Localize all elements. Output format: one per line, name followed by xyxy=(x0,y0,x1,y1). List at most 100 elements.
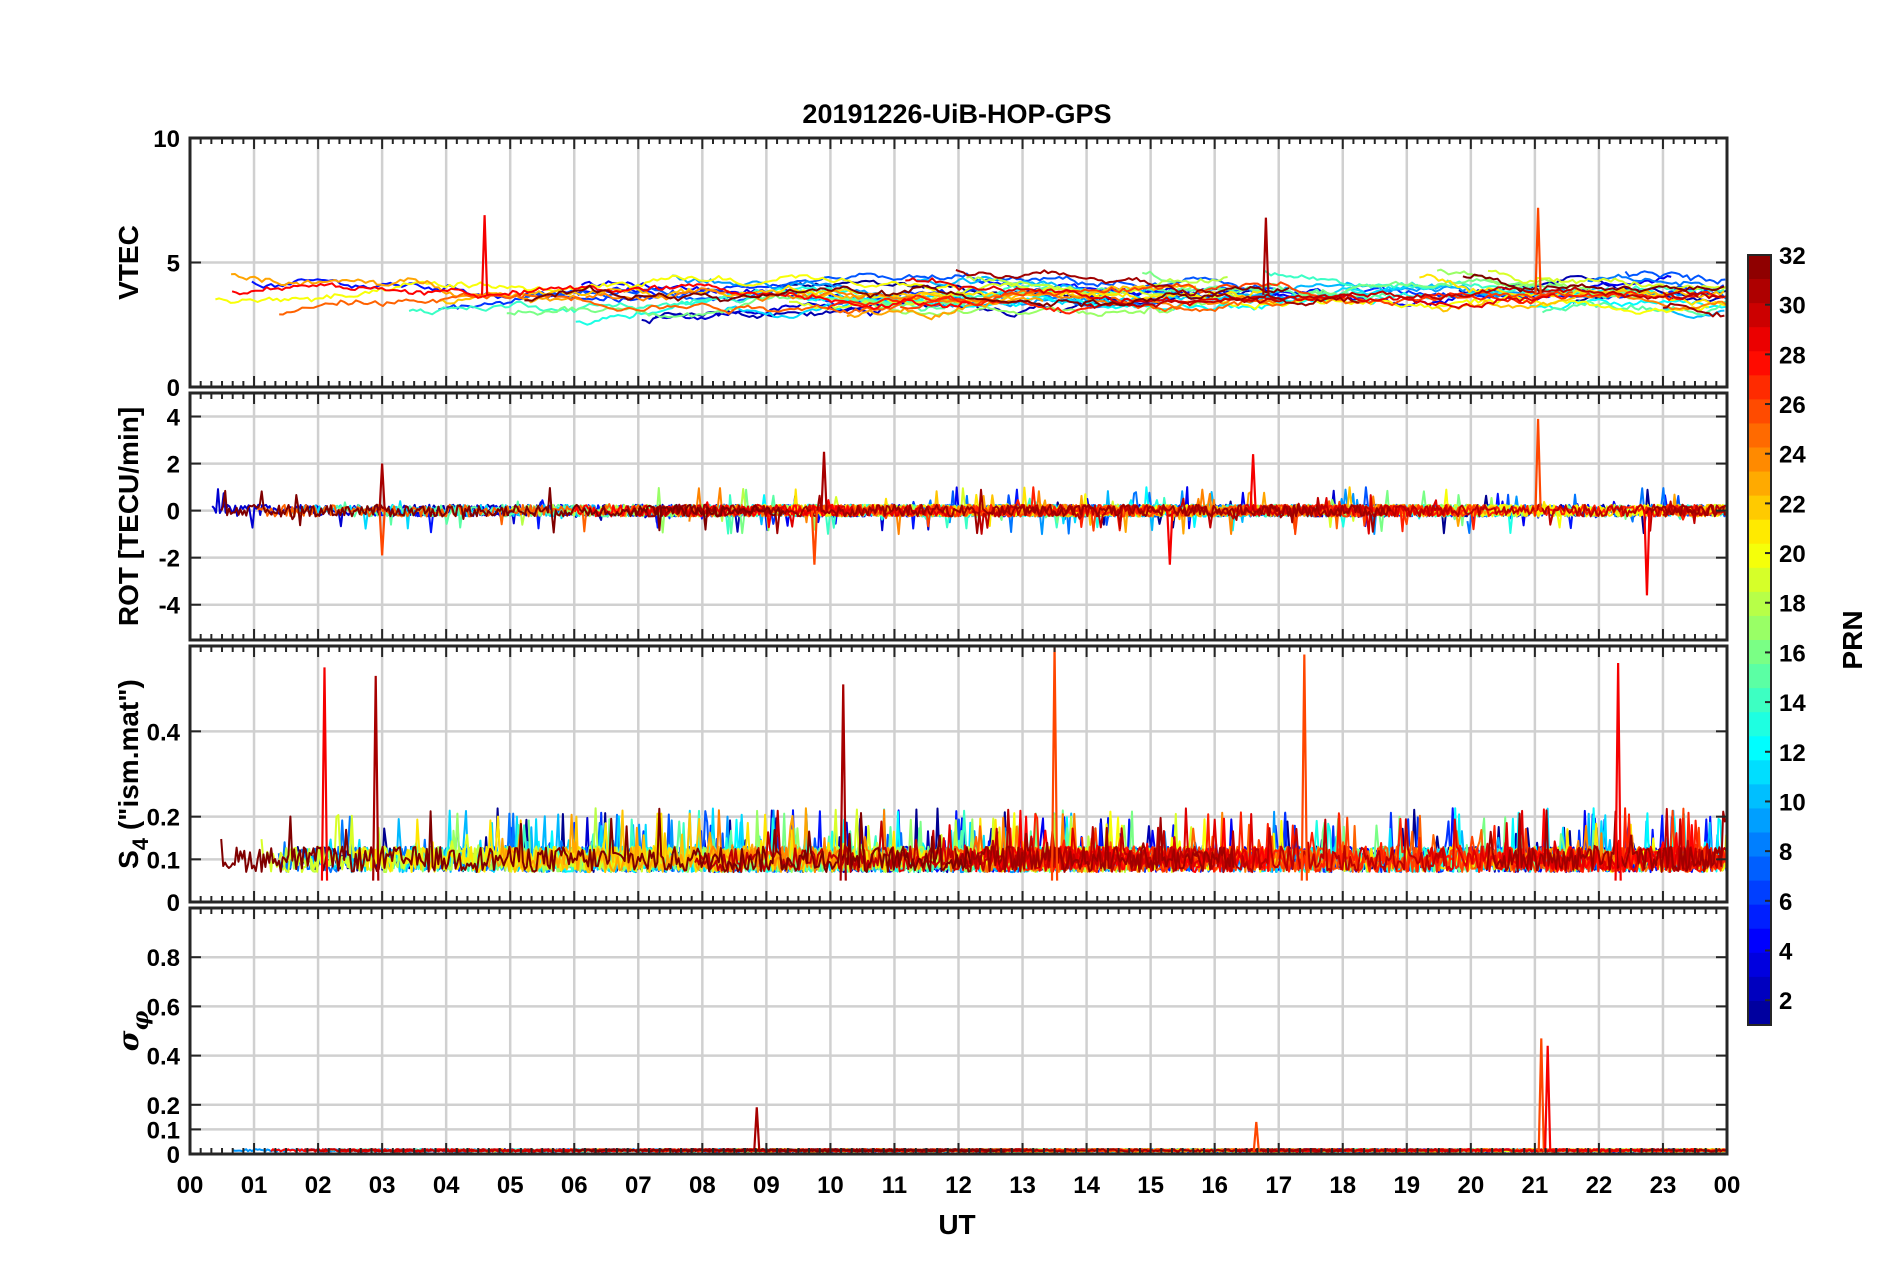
event-spike xyxy=(480,215,489,295)
series-group xyxy=(215,207,1727,326)
colorbar-tick-label: 18 xyxy=(1779,591,1806,618)
panel-4: 00.10.2 0.4 0.6 0.8 σφ xyxy=(112,906,1729,1169)
event-spike xyxy=(320,667,329,881)
colorbar-tick-label: 32 xyxy=(1779,243,1806,270)
y-axis-label: ROT [TECU/min] xyxy=(113,407,144,626)
y-tick-label: 4 xyxy=(167,405,181,432)
x-tick-label: 13 xyxy=(1009,1172,1036,1199)
series-line-prn-32 xyxy=(1462,273,1725,293)
colorbar-bin xyxy=(1748,760,1771,785)
colorbar-tick-label: 4 xyxy=(1779,938,1793,965)
event-spike xyxy=(1166,510,1174,565)
grid-lines xyxy=(190,908,1727,1154)
colorbar-bin xyxy=(1748,471,1771,497)
event-spike xyxy=(1249,454,1257,511)
y-tick-label: -2 xyxy=(159,546,180,573)
series-line-prn-29 xyxy=(637,503,949,528)
event-spike xyxy=(1643,510,1651,596)
colorbar-bin xyxy=(1748,712,1771,737)
x-tick-label: 18 xyxy=(1329,1172,1356,1199)
colorbar-tick-label: 2 xyxy=(1779,988,1792,1015)
series-line-prn-31 xyxy=(1485,809,1727,873)
x-tick-label: 15 xyxy=(1137,1172,1164,1199)
panel-1: 0 5 10 VTEC xyxy=(113,126,1729,402)
colorbar-bin xyxy=(1748,255,1771,280)
x-axis: 00 01 02 03 04 05 06 07 08 09 10 11 12 13 14 15 16 17 18 19… xyxy=(177,1172,1741,1199)
x-tick-label: 03 xyxy=(369,1172,396,1199)
y-tick-label: 0.6 xyxy=(147,994,180,1021)
x-tick-label: 04 xyxy=(433,1172,460,1199)
colorbar-bin xyxy=(1748,303,1771,328)
chart-title: 20191226-UiB-HOP-GPS xyxy=(802,99,1111,129)
event-spike xyxy=(372,675,380,881)
colorbar-tick-label: 10 xyxy=(1779,789,1806,816)
y-tick-label: 2 xyxy=(167,452,180,479)
colorbar-bin xyxy=(1748,327,1771,352)
series-line-prn-27 xyxy=(826,294,1093,315)
x-tick-label: 19 xyxy=(1393,1172,1420,1199)
colorbar-bin xyxy=(1748,399,1771,425)
series-line-prn-8 xyxy=(1587,273,1727,300)
event-spike xyxy=(1262,217,1270,295)
event-spike xyxy=(839,684,847,881)
colorbar-bin xyxy=(1748,447,1771,473)
x-tick-label: 21 xyxy=(1522,1172,1549,1199)
series-line-prn-10 xyxy=(916,275,1598,301)
series-group xyxy=(220,646,1727,881)
y-tick-label: 0 xyxy=(167,1142,180,1169)
x-tick-label: 06 xyxy=(561,1172,588,1199)
colorbar-bin xyxy=(1748,351,1771,376)
colorbar-bin xyxy=(1748,832,1771,858)
colorbar-bin xyxy=(1748,615,1771,641)
y-axis-label: S4 ("ism.mat") xyxy=(113,679,153,869)
x-tick-label: 09 xyxy=(753,1172,780,1199)
colorbar-tick-label: 24 xyxy=(1779,442,1806,469)
y-tick-label: 0 xyxy=(167,375,180,402)
event-spike xyxy=(820,451,828,511)
x-tick-label: 05 xyxy=(497,1172,524,1199)
colorbar-bin xyxy=(1748,279,1771,304)
x-tick-label: 10 xyxy=(817,1172,844,1199)
y-tick-label: 10 xyxy=(153,126,180,153)
colorbar-bin xyxy=(1748,976,1771,1002)
y-tick-label: 0 xyxy=(167,890,180,917)
y-tick-label: -4 xyxy=(159,593,181,620)
event-spike xyxy=(378,510,386,556)
series-line-prn-23 xyxy=(846,297,1044,321)
x-tick-label: 14 xyxy=(1073,1172,1100,1199)
x-tick-label: 07 xyxy=(625,1172,652,1199)
event-spike xyxy=(1534,207,1542,295)
series-line-prn-30 xyxy=(1662,807,1727,872)
series-line-prn-29 xyxy=(1237,494,1453,535)
series-line-prn-32 xyxy=(524,284,1290,308)
colorbar-bin xyxy=(1748,904,1771,930)
colorbar-bin xyxy=(1748,423,1771,449)
tick-marks xyxy=(189,393,1728,640)
panel-2: -4 -2 0 2 4 ROT [TECU/min] xyxy=(113,391,1729,642)
colorbar-tick-label: 14 xyxy=(1779,690,1806,717)
y-tick-label: 0.8 xyxy=(147,945,180,972)
event-spike xyxy=(810,510,819,565)
colorbar-bin xyxy=(1748,736,1771,761)
y-tick-label: 0.1 xyxy=(147,847,180,874)
colorbar-bin xyxy=(1748,519,1771,545)
x-axis-label: UT xyxy=(938,1209,975,1240)
colorbar-frame xyxy=(1747,254,1772,1026)
series-line-prn-31 xyxy=(954,816,1235,873)
colorbar-tick-label: 8 xyxy=(1779,839,1792,866)
x-tick-label: 22 xyxy=(1586,1172,1613,1199)
tick-marks xyxy=(189,137,1728,388)
colorbar-bin xyxy=(1748,495,1771,521)
series-line-prn-30 xyxy=(1662,289,1725,300)
grid-lines xyxy=(190,138,1727,387)
event-spike xyxy=(378,463,386,511)
x-tick-label: 17 xyxy=(1265,1172,1292,1199)
x-tick-label: 20 xyxy=(1457,1172,1484,1199)
colorbar-bin xyxy=(1748,591,1771,617)
colorbar-tick-label: 26 xyxy=(1779,392,1806,419)
x-tick-label: 00 xyxy=(1714,1172,1741,1199)
colorbar-tick-label: 20 xyxy=(1779,541,1806,568)
